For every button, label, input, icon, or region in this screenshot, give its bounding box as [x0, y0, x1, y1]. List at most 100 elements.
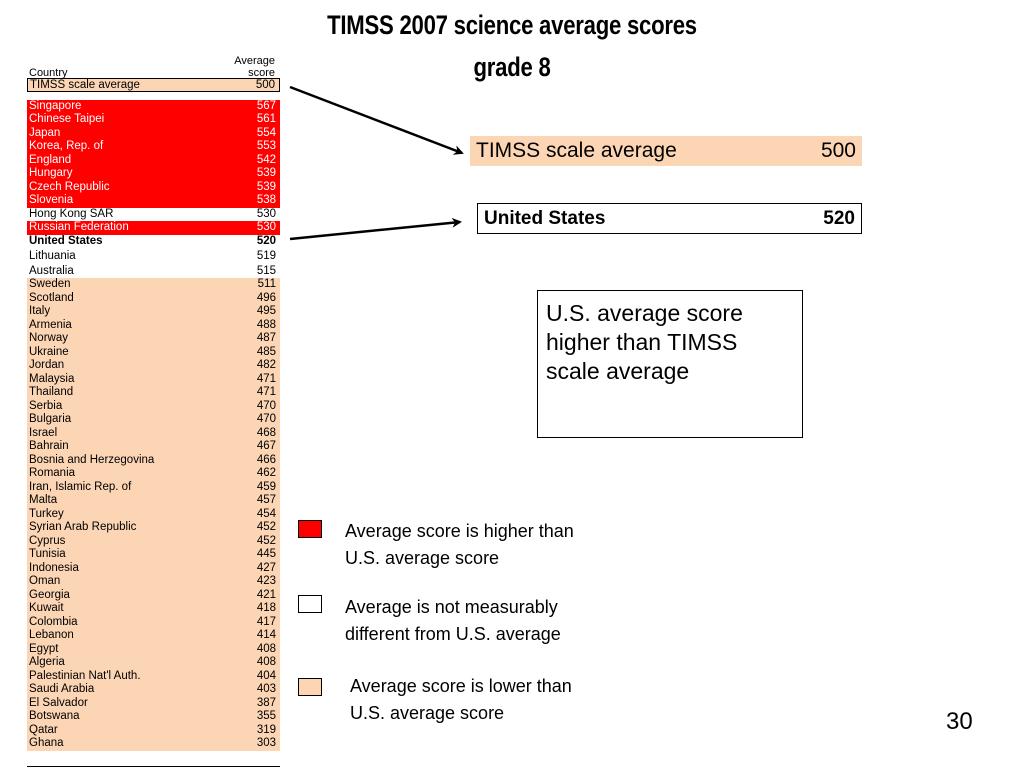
country-name: Australia — [29, 264, 74, 277]
table-row: Lithuania 519 — [27, 249, 280, 263]
table-row: Korea, Rep. of 553 — [27, 140, 280, 154]
table-row: TIMSS scale average 500 — [27, 78, 280, 92]
country-score: 414 — [256, 629, 276, 641]
country-name: Cyprus — [29, 534, 66, 547]
country-name: Lebanon — [29, 629, 74, 641]
country-score: 539 — [256, 167, 276, 179]
country-name: Algeria — [29, 656, 65, 668]
table-row: Georgia 421 — [27, 588, 280, 602]
legend-text-higher: Average score is higher than U.S. averag… — [345, 518, 574, 572]
country-score: 403 — [256, 683, 276, 695]
table-row: Turkey 454 — [27, 507, 280, 521]
table-row: El Salvador 387 — [27, 696, 280, 710]
country-name: Korea, Rep. of — [29, 140, 104, 152]
table-row: Bahrain 467 — [27, 440, 280, 454]
country-score: 485 — [256, 345, 276, 358]
table-row: Colombia 417 — [27, 615, 280, 629]
table-row: Singapore 567 — [27, 99, 280, 113]
country-name: Hungary — [29, 167, 73, 179]
legend-same-line-1: Average is not measurably — [345, 597, 558, 617]
country-score: 567 — [256, 99, 276, 112]
country-score: 519 — [256, 249, 276, 262]
country-score: 530 — [256, 207, 276, 220]
table-row: Lebanon 414 — [27, 629, 280, 643]
country-name: Georgia — [29, 588, 70, 601]
table-row: Hungary 539 — [27, 167, 280, 181]
country-score: 487 — [256, 332, 276, 344]
table-row: Malta 457 — [27, 494, 280, 508]
header-country: Country — [29, 67, 68, 79]
country-name: Hong Kong SAR — [29, 207, 114, 220]
country-name: Armenia — [29, 318, 72, 331]
table-row: Sweden 511 — [27, 278, 280, 292]
country-score: 418 — [256, 602, 276, 614]
table-row: Japan 554 — [27, 126, 280, 140]
country-name: Jordan — [29, 359, 65, 371]
callout-us-score: 520 — [823, 207, 855, 229]
country-name: Israel — [29, 426, 58, 439]
country-name: Iran, Islamic Rep. of — [29, 480, 132, 493]
table-row: Iran, Islamic Rep. of 459 — [27, 480, 280, 494]
country-score: 452 — [256, 521, 276, 533]
country-name: Norway — [29, 332, 68, 344]
country-name: Tunisia — [29, 548, 66, 560]
country-score: 387 — [256, 696, 276, 709]
header-score: Average score — [234, 55, 275, 79]
table-row: Ukraine 485 — [27, 345, 280, 359]
table-row: Qatar 319 — [27, 723, 280, 737]
legend-higher-line-1: Average score is higher than — [345, 521, 574, 541]
legend-text-same: Average is not measurably different from… — [345, 594, 561, 648]
arrow-to-us-callout — [289, 217, 462, 241]
country-score: 421 — [256, 588, 276, 601]
country-score: 466 — [256, 453, 276, 466]
table-row: Norway 487 — [27, 332, 280, 346]
table-row: Israel 468 — [27, 426, 280, 440]
country-score: 511 — [257, 278, 276, 290]
header-score-line-2: score — [248, 67, 275, 79]
country-name: Palestinian Nat'l Auth. — [29, 669, 141, 682]
table-row: Kuwait 418 — [27, 602, 280, 616]
country-score: 530 — [256, 221, 276, 233]
country-name: Scotland — [29, 291, 74, 304]
country-score: 554 — [256, 126, 276, 139]
country-score: 496 — [256, 291, 276, 304]
table-row: Czech Republic 539 — [27, 180, 280, 194]
header-score-line-1: Average — [234, 55, 275, 67]
country-name: Qatar — [29, 723, 58, 736]
country-score: 457 — [256, 494, 276, 506]
country-score: 468 — [256, 426, 276, 439]
country-score: 515 — [256, 264, 276, 277]
table-row: United States 520 — [27, 234, 280, 248]
country-score: 452 — [256, 534, 276, 547]
legend-swatch-lower — [298, 678, 322, 696]
table-row: Jordan 482 — [27, 359, 280, 373]
country-name: Colombia — [29, 615, 78, 628]
country-name: Romania — [29, 467, 76, 479]
legend-higher-line-2: U.S. average score — [345, 548, 500, 568]
country-score: 404 — [256, 669, 276, 682]
legend-lower-line-2: U.S. average score — [350, 703, 505, 723]
country-name: Syrian Arab Republic — [29, 521, 137, 533]
country-name: Lithuania — [29, 249, 76, 262]
table-row: Botswana 355 — [27, 710, 280, 724]
country-name: Ghana — [29, 737, 64, 749]
country-name: Malaysia — [29, 372, 75, 385]
country-name: Bulgaria — [29, 413, 72, 425]
country-name: United States — [29, 234, 103, 247]
table-bottom-rule — [27, 766, 280, 767]
table-row: Chinese Taipei 561 — [27, 113, 280, 127]
legend-swatch-same — [298, 595, 322, 613]
table-row: Indonesia 427 — [27, 561, 280, 575]
country-score: 445 — [256, 548, 276, 560]
table-row: Cyprus 452 — [27, 534, 280, 548]
table-row: Syrian Arab Republic 452 — [27, 521, 280, 535]
country-name: Chinese Taipei — [29, 113, 105, 125]
callout-us-label: United States — [484, 207, 606, 229]
table-row: Italy 495 — [27, 305, 280, 319]
country-name: Czech Republic — [29, 180, 110, 193]
country-name: England — [29, 153, 72, 166]
country-score: 500 — [255, 79, 275, 91]
country-name: Slovenia — [29, 194, 74, 206]
table-row: Scotland 496 — [27, 291, 280, 305]
country-name: Malta — [29, 494, 58, 506]
